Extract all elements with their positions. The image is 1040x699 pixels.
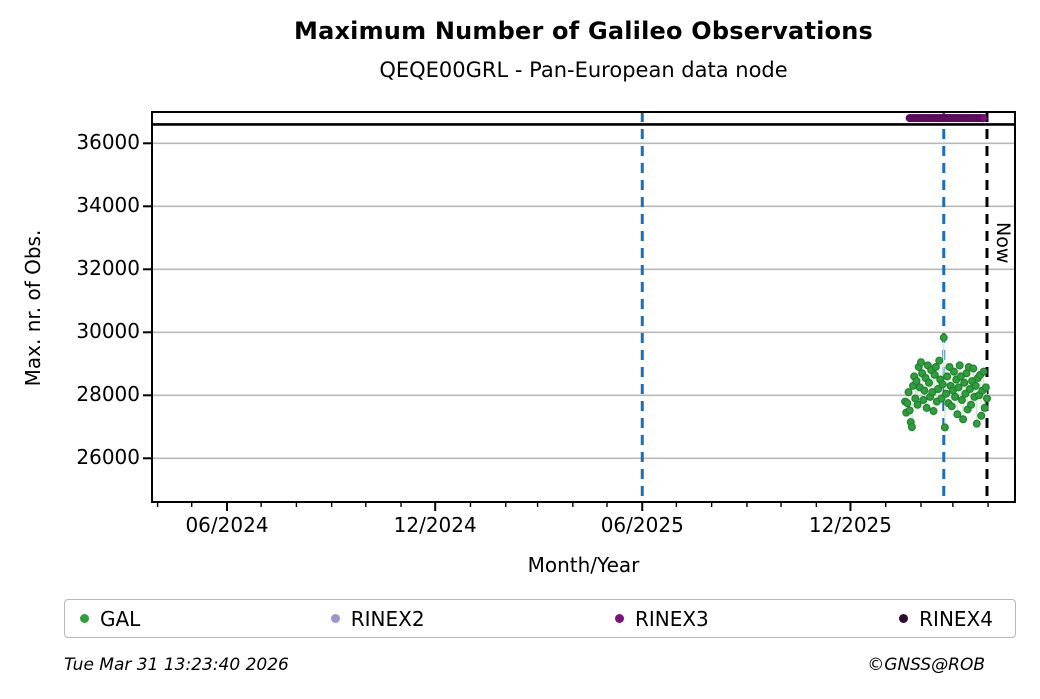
gal-data-point: [938, 380, 947, 389]
gal-data-point: [982, 394, 991, 403]
gal-data-point: [951, 392, 960, 401]
y-tick-label: 34000: [76, 193, 140, 218]
gal-data-point: [977, 411, 986, 420]
y-tick-label: 26000: [76, 445, 140, 470]
y-tick-label: 30000: [76, 319, 140, 344]
gal-data-point: [939, 333, 948, 342]
gal-data-point: [907, 423, 916, 432]
gal-data-point: [979, 367, 988, 376]
gal-data-point: [954, 383, 963, 392]
gal-data-point: [912, 377, 921, 386]
gal-data-point: [967, 400, 976, 409]
gal-data-point: [972, 419, 981, 428]
legend: GAL RINEX2 RINEX3 RINEX4: [64, 599, 1016, 638]
rinex3-marker-icon: [614, 614, 624, 623]
gal-data-point: [922, 403, 931, 412]
legend-label-gal: GAL: [100, 606, 141, 631]
gal-data-point: [930, 370, 939, 379]
x-tick-label: 12/2025: [808, 513, 892, 537]
legend-item-rinex4: RINEX4: [899, 607, 993, 631]
legend-item-rinex2: RINEX2: [330, 606, 425, 631]
gal-data-point: [929, 407, 938, 416]
legend-label-rinex3: RINEX3: [634, 606, 709, 631]
x-tick-label: 06/2024: [185, 513, 269, 537]
gal-data-point: [919, 396, 928, 405]
chart-subtitle: QEQE00GRL - Pan-European data node: [379, 58, 788, 82]
copyright-credit: ©GNSS@ROB: [867, 655, 985, 675]
gal-data-point: [904, 388, 913, 397]
gal-data-point: [949, 367, 958, 376]
gal-data-point: [935, 356, 944, 365]
gal-marker-icon: [80, 614, 89, 623]
gal-data-point: [961, 389, 970, 398]
gal-data-point: [955, 361, 964, 370]
gal-data-point: [920, 386, 929, 395]
gal-data-point: [940, 423, 949, 432]
x-tick-label: 12/2024: [393, 513, 477, 537]
gal-data-point: [931, 362, 940, 371]
gal-data-point: [942, 389, 951, 398]
gal-data-point: [903, 399, 912, 408]
gal-data-point: [913, 400, 922, 409]
gal-data-point: [905, 406, 914, 415]
legend-label-rinex2: RINEX2: [350, 606, 425, 631]
x-tick-label: 06/2025: [600, 513, 684, 537]
plot-border: [151, 111, 1016, 503]
chart-title: Maximum Number of Galileo Observations: [293, 17, 874, 45]
gal-data-point: [924, 378, 933, 387]
gal-data-point: [945, 362, 954, 371]
gal-data-point: [934, 385, 943, 393]
gal-data-point: [981, 383, 990, 392]
gal-data-point: [960, 378, 969, 387]
rinex4-marker-icon: [899, 614, 909, 623]
legend-label-rinex4: RINEX4: [919, 606, 993, 631]
now-annotation: Now: [992, 222, 1014, 264]
gal-data-point: [971, 381, 980, 390]
y-tick-label: 32000: [76, 256, 140, 281]
gal-data-point: [916, 358, 925, 367]
rinex2-marker-icon: [330, 614, 340, 623]
y-tick-label: 28000: [76, 382, 140, 407]
gal-data-point: [947, 402, 956, 411]
gal-data-point: [959, 415, 968, 424]
rinex3-data-point: [979, 114, 988, 123]
gal-data-point: [937, 394, 946, 403]
plot-timestamp: Tue Mar 31 13:23:40 2026: [64, 655, 289, 675]
gal-data-point: [969, 364, 978, 373]
x-axis-label: Month/Year: [527, 553, 640, 577]
y-tick-label: 36000: [76, 130, 140, 155]
gal-data-point: [943, 372, 952, 381]
gal-data-point: [957, 396, 966, 405]
gal-data-point: [953, 410, 962, 419]
legend-item-rinex3: RINEX3: [614, 606, 709, 631]
gal-data-point: [980, 403, 989, 412]
legend-item-gal: GAL: [80, 607, 140, 631]
